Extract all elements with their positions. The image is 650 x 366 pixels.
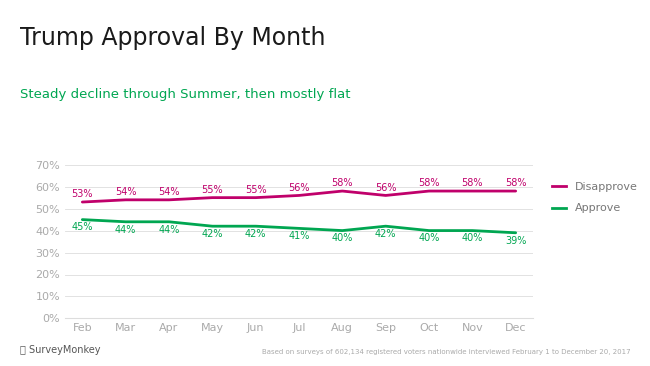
- Text: 54%: 54%: [158, 187, 180, 197]
- Text: 55%: 55%: [245, 185, 266, 195]
- Text: 58%: 58%: [418, 178, 440, 188]
- Text: Based on surveys of 602,134 registered voters nationwide interviewed February 1 : Based on surveys of 602,134 registered v…: [262, 349, 630, 355]
- Text: 56%: 56%: [288, 183, 310, 193]
- Text: 56%: 56%: [375, 183, 396, 193]
- Text: 42%: 42%: [245, 229, 266, 239]
- Text: Steady decline through Summer, then mostly flat: Steady decline through Summer, then most…: [20, 88, 350, 101]
- Text: 41%: 41%: [289, 231, 309, 241]
- Text: 42%: 42%: [202, 229, 223, 239]
- Legend: Disapprove, Approve: Disapprove, Approve: [548, 178, 642, 218]
- Text: 44%: 44%: [159, 225, 179, 235]
- Text: 58%: 58%: [505, 178, 526, 188]
- Text: 58%: 58%: [332, 178, 353, 188]
- Text: Trump Approval By Month: Trump Approval By Month: [20, 26, 325, 50]
- Text: 54%: 54%: [115, 187, 136, 197]
- Text: 🔵 SurveyMonkey: 🔵 SurveyMonkey: [20, 345, 100, 355]
- Text: 45%: 45%: [72, 223, 93, 232]
- Text: 42%: 42%: [375, 229, 396, 239]
- Text: 58%: 58%: [462, 178, 483, 188]
- Text: 40%: 40%: [462, 234, 483, 243]
- Text: 40%: 40%: [419, 234, 439, 243]
- Text: 55%: 55%: [202, 185, 223, 195]
- Text: 40%: 40%: [332, 234, 353, 243]
- Text: 53%: 53%: [72, 189, 93, 199]
- Text: 44%: 44%: [115, 225, 136, 235]
- Text: 39%: 39%: [505, 236, 526, 246]
